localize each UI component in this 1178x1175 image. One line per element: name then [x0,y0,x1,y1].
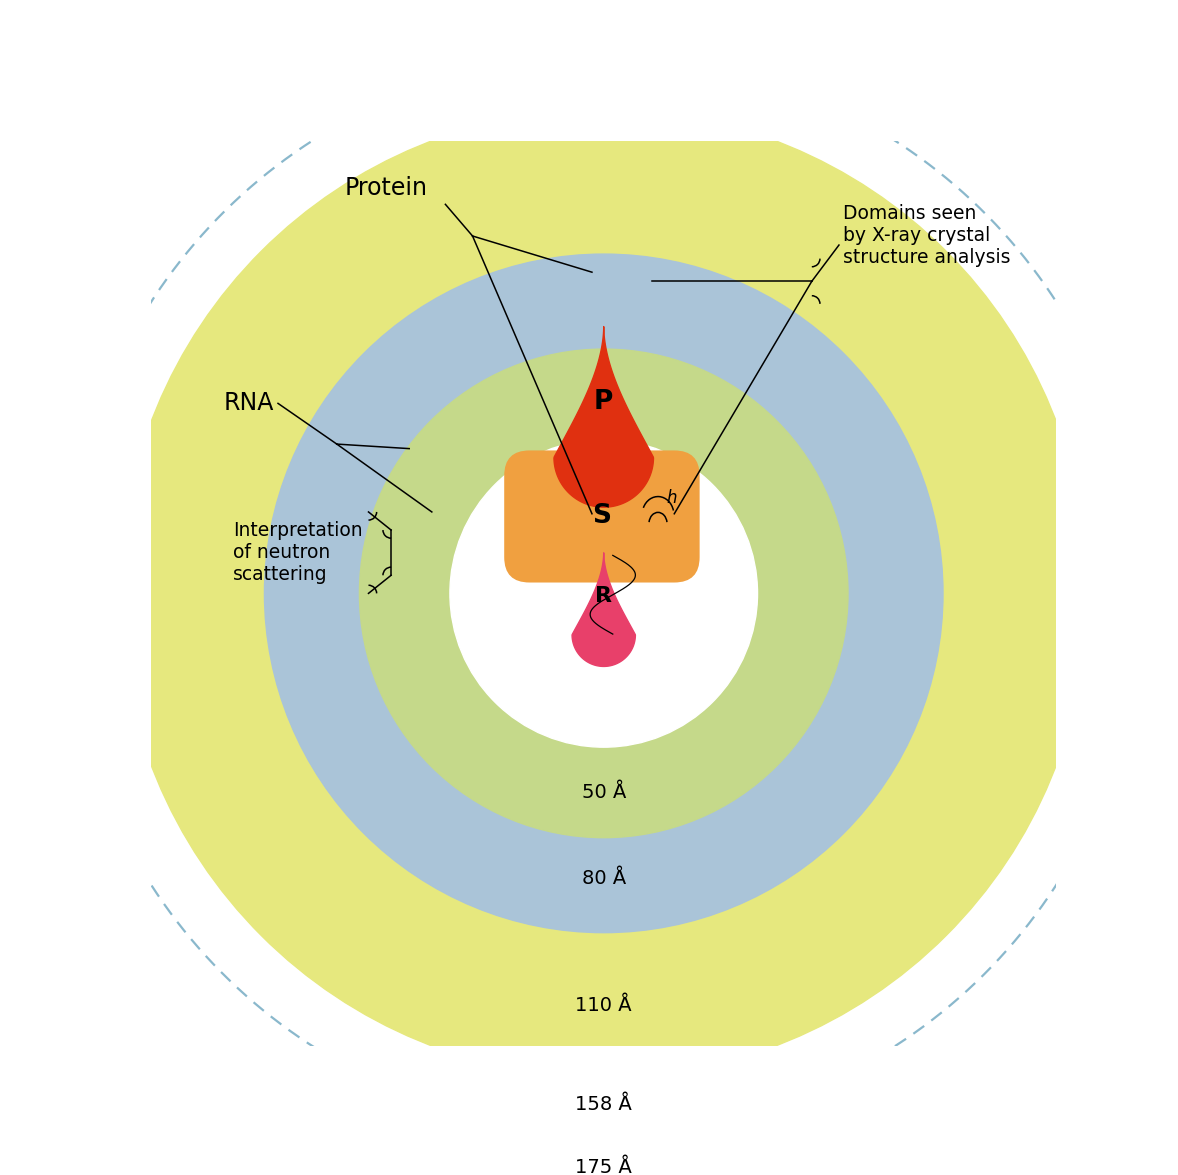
Text: 80 Å: 80 Å [582,868,626,888]
Text: 110 Å: 110 Å [576,995,631,1014]
Text: h: h [667,489,677,508]
Text: P: P [594,389,614,416]
Text: RNA: RNA [224,391,274,416]
Text: Interpretation
of neutron
scattering: Interpretation of neutron scattering [233,522,363,584]
Text: Protein: Protein [345,176,428,200]
Text: 50 Å: 50 Å [582,783,626,801]
Circle shape [120,109,1087,1077]
Text: S: S [593,503,611,530]
Text: 158 Å: 158 Å [575,1095,633,1114]
Text: 175 Å: 175 Å [575,1159,633,1175]
Circle shape [359,349,848,838]
Polygon shape [573,552,635,666]
Circle shape [264,254,944,933]
Polygon shape [554,327,654,508]
Circle shape [450,439,757,747]
Text: Domains seen
by X-ray crystal
structure analysis: Domains seen by X-ray crystal structure … [843,204,1011,268]
FancyBboxPatch shape [504,450,700,583]
Text: R: R [595,586,613,606]
